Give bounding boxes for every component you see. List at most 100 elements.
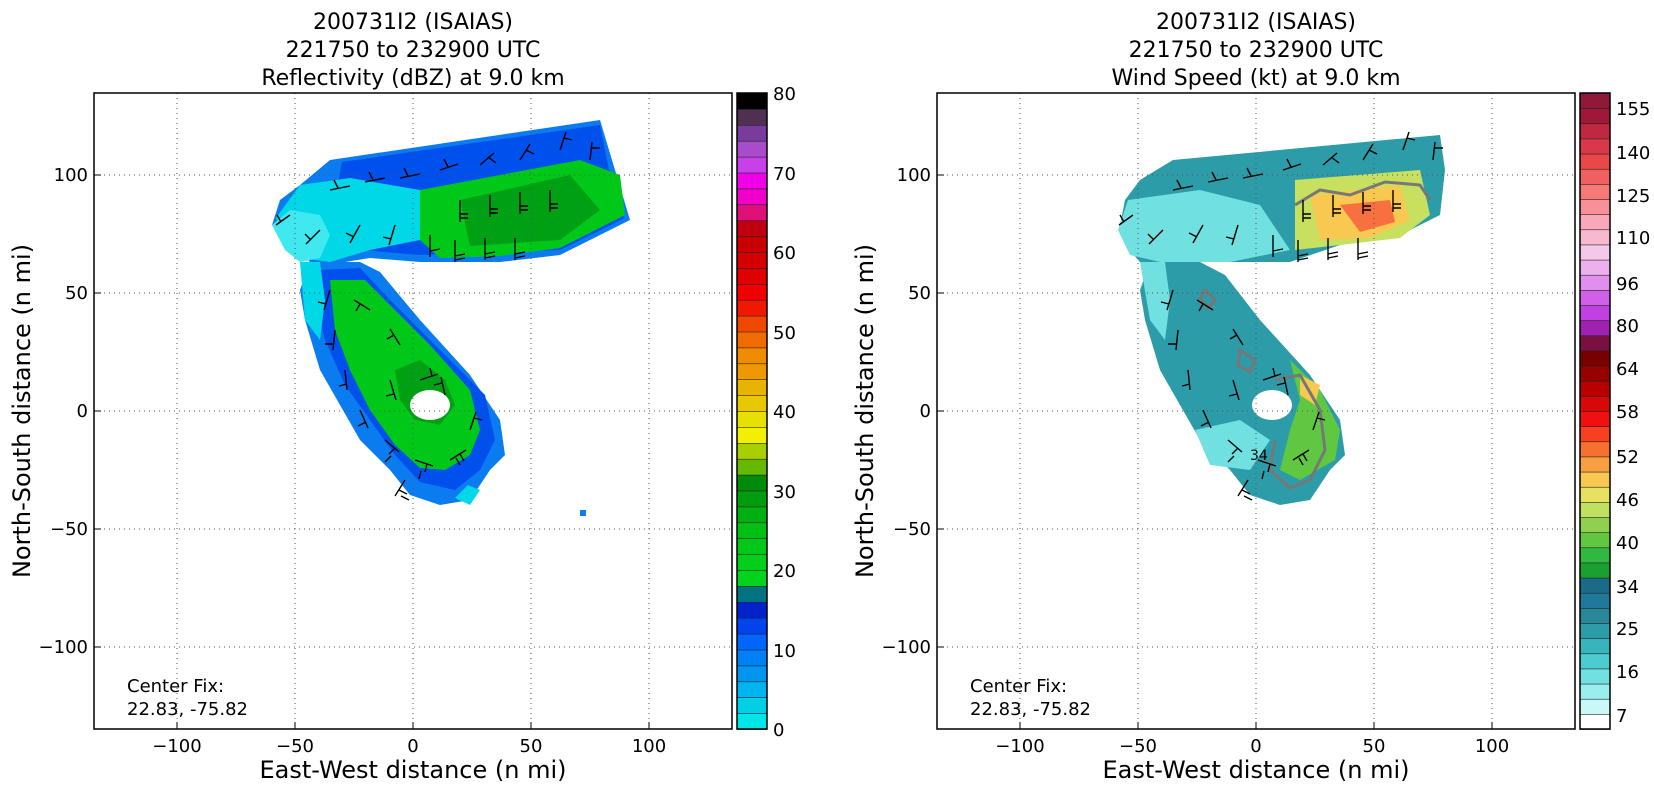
reflectivity-x-ticks: −100 −50 0 50 100 [152,736,666,757]
colorbar-swatch [1579,198,1611,215]
colorbar-tick-label: 16 [1616,662,1639,683]
colorbar-swatch [736,442,768,460]
colorbar-swatch [736,474,768,492]
colorbar-swatch [736,680,768,698]
colorbar-swatch [1579,668,1611,685]
y-tick-label: 100 [54,165,88,186]
colorbar-swatch [1579,274,1611,291]
reflectivity-tick-marks [94,174,650,729]
wind-speed-colorbar [1579,92,1611,730]
reflectivity-field [272,120,630,516]
y-tick-label: −50 [50,519,88,540]
colorbar-swatch [736,569,768,587]
colorbar-swatch [736,140,768,158]
colorbar-swatch [736,378,768,396]
colorbar-swatch [736,665,768,683]
colorbar-swatch [736,553,768,571]
colorbar-swatch [736,188,768,206]
colorbar-tick-label: 7 [1616,706,1627,727]
colorbar-swatch [736,506,768,524]
wind-speed-grid [937,93,1575,729]
x-tick-label: −100 [152,736,201,757]
reflectivity-wind-barbs [275,131,600,501]
colorbar-swatch [736,251,768,269]
reflectivity-grid [94,93,732,729]
colorbar-swatch [736,219,768,237]
colorbar-swatch [1579,410,1611,427]
colorbar-swatch [1579,425,1611,443]
colorbar-swatch [1579,213,1611,231]
colorbar-tick-label: 20 [773,561,796,582]
colorbar-swatch [736,299,768,317]
title-line-2: 221750 to 232900 UTC [286,38,541,63]
colorbar-swatch [1579,683,1611,700]
colorbar-swatch [1579,486,1611,503]
colorbar-tick-label: 46 [1616,490,1639,511]
colorbar-swatch [1579,153,1611,170]
colorbar-swatch [736,235,768,253]
colorbar-swatch [1579,440,1611,458]
colorbar-swatch [736,92,768,110]
colorbar-swatch [1579,577,1611,594]
colorbar-tick-label: 40 [1616,533,1639,554]
colorbar-swatch [1579,698,1611,715]
colorbar-swatch [736,315,768,333]
colorbar-tick-label: 10 [773,641,796,662]
x-tick-label: −100 [995,736,1044,757]
x-tick-label: 0 [407,736,418,757]
colorbar-tick-label: 58 [1616,402,1639,423]
colorbar-swatch [1579,122,1611,140]
colorbar-swatch [1579,138,1611,155]
colorbar-swatch [736,696,768,714]
colorbar-tick-label: 52 [1616,447,1639,468]
colorbar-swatch [1579,637,1611,655]
colorbar-swatch [1579,183,1611,200]
colorbar-swatch [1579,592,1611,609]
colorbar-tick-label: 125 [1616,186,1650,207]
title-line-3: Reflectivity (dBZ) at 9.0 km [261,66,564,91]
colorbar-tick-label: 80 [1616,316,1639,337]
colorbar-tick-label: 30 [773,482,796,503]
contour-label: 34 [1250,448,1268,464]
colorbar-swatch [1579,380,1611,397]
wind-speed-colorbar-frame [1579,92,1611,730]
colorbar-tick-label: 70 [773,164,796,185]
colorbar-swatch [1579,334,1611,352]
colorbar-swatch [1579,289,1611,306]
reflectivity-colorbar-frame [736,92,768,730]
colorbar-tick-label: 40 [773,402,796,423]
colorbar-tick-label: 110 [1616,228,1650,249]
y-tick-label: −50 [893,519,931,540]
colorbar-tick-label: 34 [1616,577,1639,598]
center-fix-label: Center Fix: [970,676,1067,697]
x-tick-label: 100 [1475,736,1509,757]
colorbar-swatch [1579,622,1611,639]
x-tick-label: −50 [276,736,314,757]
colorbar-swatch [1579,531,1611,549]
colorbar-swatch [736,347,768,365]
y-tick-label: 0 [77,401,88,422]
colorbar-swatch [1579,319,1611,337]
colorbar-swatch [1579,228,1611,246]
colorbar-swatch [1579,350,1611,367]
colorbar-swatch [736,410,768,428]
x-tick-label: 100 [632,736,666,757]
colorbar-swatch [736,267,768,285]
colorbar-swatch [736,124,768,142]
colorbar-tick-label: 25 [1616,619,1639,640]
colorbar-swatch [1579,607,1611,624]
wind-speed-barbs [1118,131,1443,501]
colorbar-swatch [736,617,768,635]
colorbar-swatch [1579,395,1611,412]
colorbar-swatch [736,331,768,349]
colorbar-swatch [736,537,768,555]
colorbar-swatch [736,633,768,651]
colorbar-swatch [736,283,768,301]
colorbar-tick-label: 50 [773,323,796,344]
center-fix-value: 22.83, -75.82 [127,699,248,720]
y-tick-label: 50 [65,283,88,304]
wind-speed-field [1118,135,1445,505]
colorbar-swatch [736,601,768,619]
colorbar-swatch [736,585,768,603]
